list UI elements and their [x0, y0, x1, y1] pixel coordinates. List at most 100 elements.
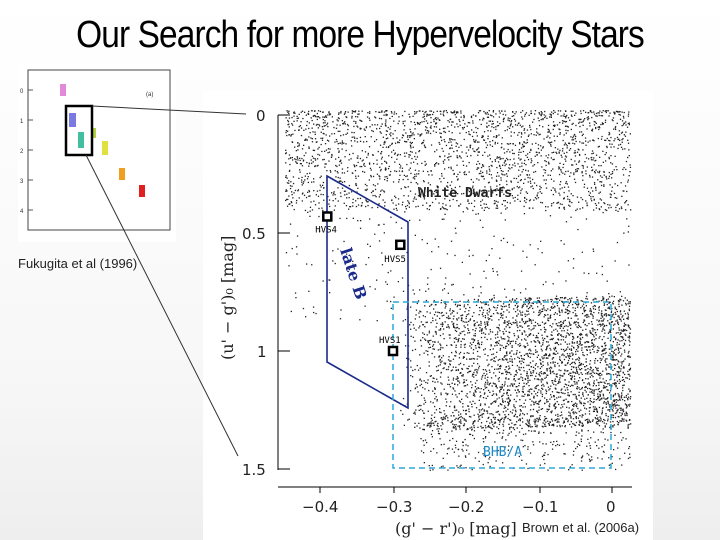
- scatter-point: [473, 320, 475, 322]
- scatter-point: [442, 111, 445, 113]
- scatter-point: [291, 116, 293, 119]
- scatter-point: [580, 332, 582, 335]
- scatter-point: [530, 350, 532, 352]
- scatter-point: [546, 136, 548, 138]
- scatter-point: [501, 110, 503, 112]
- scatter-point: [598, 165, 600, 167]
- scatter-point: [569, 175, 571, 177]
- scatter-point: [528, 134, 530, 136]
- scatter-point: [497, 304, 499, 306]
- scatter-point: [469, 273, 471, 275]
- scatter-point: [591, 391, 593, 393]
- scatter-point: [518, 385, 520, 387]
- scatter-point: [480, 190, 483, 192]
- scatter-point: [473, 312, 475, 314]
- scatter-point: [302, 307, 305, 310]
- scatter-point: [496, 312, 498, 314]
- scatter-point: [602, 123, 604, 125]
- scatter-point: [575, 140, 577, 143]
- scatter-point: [383, 114, 385, 116]
- scatter-point: [378, 203, 380, 205]
- scatter-point: [497, 359, 499, 361]
- scatter-point: [627, 373, 629, 376]
- scatter-point: [434, 164, 436, 166]
- scatter-point: [355, 122, 357, 124]
- scatter-point: [534, 264, 536, 266]
- scatter-point: [533, 171, 535, 173]
- scatter-point: [493, 203, 495, 205]
- scatter-point: [612, 356, 614, 358]
- scatter-point: [502, 394, 504, 396]
- scatter-point: [461, 193, 463, 195]
- scatter-point: [573, 152, 575, 154]
- scatter-point: [458, 426, 461, 428]
- scatter-point: [433, 126, 436, 128]
- scatter-point: [526, 174, 528, 176]
- scatter-point: [432, 345, 434, 347]
- scatter-point: [436, 149, 438, 151]
- scatter-point: [491, 315, 493, 317]
- scatter-point: [601, 412, 603, 414]
- scatter-point: [607, 307, 609, 309]
- scatter-point: [340, 110, 342, 113]
- scatter-point: [480, 378, 483, 380]
- scatter-point: [586, 325, 588, 327]
- scatter-point: [461, 261, 463, 263]
- scatter-point: [549, 215, 552, 217]
- scatter-point: [521, 188, 523, 190]
- scatter-point: [604, 382, 606, 384]
- scatter-point: [303, 181, 305, 183]
- scatter-point: [454, 303, 457, 306]
- scatter-point: [553, 329, 555, 331]
- scatter-point: [463, 192, 465, 195]
- scatter-point: [553, 352, 555, 354]
- scatter-point: [571, 352, 573, 354]
- scatter-point: [517, 388, 519, 391]
- scatter-point: [519, 409, 521, 411]
- scatter-point: [439, 132, 441, 134]
- scatter-point: [376, 320, 378, 322]
- scatter-point: [435, 311, 437, 313]
- scatter-point: [326, 122, 329, 124]
- scatter-point: [621, 125, 623, 127]
- scatter-point: [504, 160, 506, 162]
- scatter-point: [529, 244, 531, 246]
- scatter-point: [626, 420, 628, 422]
- scatter-point: [585, 358, 587, 360]
- scatter-point: [570, 110, 572, 112]
- scatter-point: [529, 126, 531, 128]
- scatter-point: [502, 157, 504, 160]
- scatter-point: [506, 151, 508, 153]
- scatter-point: [553, 158, 555, 161]
- scatter-point: [341, 168, 344, 170]
- scatter-point: [390, 132, 392, 134]
- scatter-point: [561, 361, 563, 364]
- scatter-point: [385, 110, 387, 112]
- scatter-point: [477, 167, 480, 169]
- scatter-point: [535, 393, 537, 395]
- scatter-point: [422, 204, 424, 206]
- scatter-point: [480, 320, 482, 323]
- scatter-point: [488, 307, 490, 310]
- scatter-point: [480, 175, 483, 177]
- scatter-point: [473, 358, 476, 360]
- scatter-point: [595, 112, 598, 115]
- scatter-point: [562, 327, 564, 329]
- scatter-point: [544, 425, 546, 427]
- scatter-point: [540, 155, 542, 157]
- scatter-point: [452, 377, 455, 379]
- scatter-point: [360, 120, 362, 122]
- scatter-point: [459, 120, 461, 123]
- scatter-point: [328, 140, 330, 142]
- scatter-point: [565, 129, 567, 131]
- scatter-point: [503, 389, 505, 391]
- scatter-point: [444, 302, 446, 305]
- scatter-point: [615, 128, 617, 131]
- scatter-point: [499, 167, 502, 169]
- scatter-point: [604, 110, 606, 112]
- scatter-point: [414, 348, 417, 351]
- scatter-point: [449, 138, 451, 140]
- scatter-point: [443, 288, 446, 290]
- scatter-point: [488, 190, 490, 192]
